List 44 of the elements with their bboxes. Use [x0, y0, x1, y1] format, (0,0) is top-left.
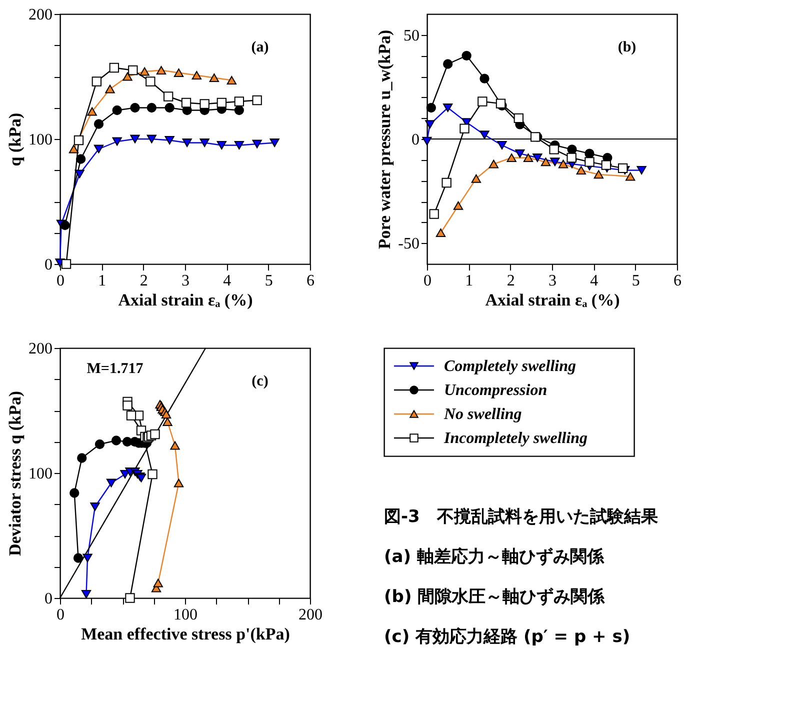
x-tick-label: 4	[590, 272, 598, 290]
x-tick-label: 4	[223, 272, 232, 290]
y-tick-label: 50	[404, 27, 420, 44]
legend-label: No swelling	[443, 406, 522, 423]
annotation: (c)	[252, 374, 268, 390]
text: (a) 軸差応力～軸ひずみ関係	[384, 547, 605, 567]
annotation: M=1.717	[86, 361, 144, 377]
x-tick-label: 100	[174, 606, 198, 624]
x-tick-label: 5	[632, 272, 640, 290]
y-tick-label: 0	[412, 132, 420, 148]
text: (c) 有効応力経路 (p′ = p + s)	[384, 627, 630, 647]
text: (b) 間隙水圧～軸ひずみ関係	[384, 587, 606, 607]
legend-label: Completely swelling	[444, 358, 576, 375]
y-tick-label: 0	[44, 590, 52, 608]
x-tick-label: 200	[298, 606, 322, 624]
x-tick-label: 6	[674, 272, 682, 290]
x-tick-label: 0	[56, 272, 64, 290]
x-tick-label: 2	[140, 272, 148, 290]
legend-label: Uncompression	[444, 382, 548, 399]
x-tick-label: 1	[98, 272, 106, 290]
legend-label: Incompletely swelling	[443, 430, 588, 447]
y-tick-label: -50	[398, 236, 420, 253]
y-axis-title: q (kPa)	[6, 112, 24, 166]
y-tick-label: 200	[28, 6, 52, 24]
x-tick-label: 0	[56, 606, 64, 624]
y-axis-title: Deviator stress q (kPa)	[6, 390, 24, 556]
y-tick-label: 100	[28, 132, 52, 148]
x-tick-label: 1	[465, 272, 474, 290]
x-tick-label: 2	[506, 272, 515, 290]
x-tick-label: 5	[264, 272, 273, 290]
x-tick-label: 3	[548, 272, 556, 290]
annotation: (a)	[251, 40, 269, 56]
x-tick-label: 3	[182, 272, 190, 290]
y-tick-label: 100	[28, 466, 52, 482]
y-tick-label: 0	[44, 256, 52, 274]
annotation: (b)	[618, 40, 636, 56]
y-axis-title: Pore water pressure u_w(kPa)	[375, 30, 394, 250]
x-tick-label: 6	[306, 272, 314, 290]
x-axis-title: Axial strain εₐ (%)	[485, 290, 620, 310]
x-tick-label: 0	[424, 272, 432, 290]
y-tick-label: 200	[28, 340, 52, 358]
text: 図-3 不撹乱試料を用いた試験結果	[384, 507, 659, 527]
x-axis-title: Axial strain εₐ (%)	[118, 290, 253, 310]
x-axis-title: Mean effective stress p'(kPa)	[81, 624, 290, 644]
